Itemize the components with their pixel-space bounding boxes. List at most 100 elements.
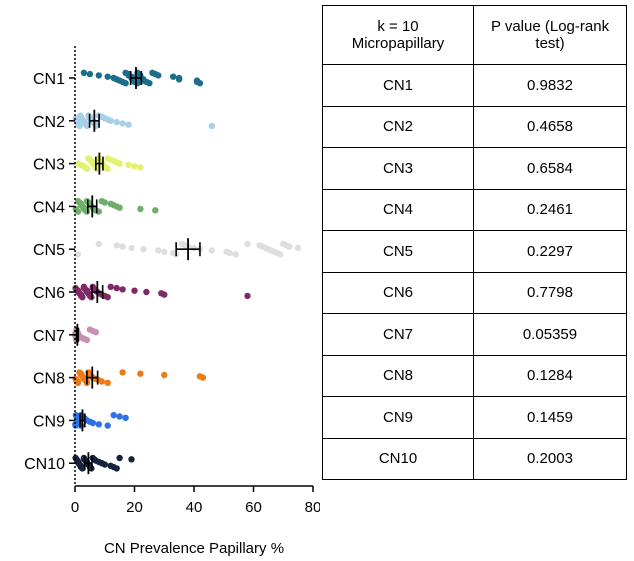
x-tick-label-0: 0 [71, 499, 79, 516]
data-point-cn9 [104, 422, 111, 429]
y-tick-label-cn10: CN10 [24, 456, 65, 473]
data-point-cn10 [79, 465, 86, 472]
data-point-cn5 [286, 243, 293, 250]
table-row: CN4 0.2461 [322, 188, 627, 231]
data-point-cn1 [175, 76, 183, 83]
data-point-cn2 [107, 117, 114, 125]
data-point-cn7 [92, 329, 100, 336]
data-point-cn5 [161, 248, 168, 255]
data-point-cn1 [122, 80, 129, 87]
data-point-cn10 [113, 465, 120, 472]
x-tick-label-20: 20 [126, 499, 143, 516]
cn-cell: CN7 [322, 313, 474, 356]
pvalue-cell: 0.05359 [473, 313, 627, 356]
cn-cell: CN2 [322, 105, 474, 148]
data-point-cn3 [83, 165, 91, 172]
y-tick-label-cn3: CN3 [33, 157, 65, 174]
data-point-cn1 [104, 73, 111, 80]
data-point-cn8 [98, 378, 106, 385]
data-point-cn4 [83, 208, 91, 215]
table-row: CN7 0.05359 [322, 313, 627, 356]
pvalue-cell: 0.1284 [473, 354, 627, 397]
data-point-cn4 [74, 208, 82, 215]
data-point-cn6 [143, 288, 150, 296]
data-point-cn5 [277, 251, 284, 258]
data-point-cn8 [104, 379, 111, 386]
data-point-cn8 [199, 374, 207, 381]
data-point-cn1 [86, 70, 94, 78]
y-tick-label-cn8: CN8 [33, 371, 65, 388]
data-point-cn9 [122, 414, 129, 421]
header-line: test) [535, 35, 565, 52]
header-pvalue: P value (Log-rank test) [473, 5, 627, 65]
table-row: CN10 0.2003 [322, 437, 627, 480]
data-point-cn9 [116, 413, 123, 420]
data-point-cn5 [113, 242, 120, 249]
data-point-cn7 [83, 336, 91, 344]
pvalue-cell: 0.2003 [473, 437, 627, 480]
data-point-cn1 [80, 69, 88, 77]
data-point-cn5 [244, 240, 251, 248]
data-point-cn5 [119, 243, 126, 250]
pvalue-cell: 0.9832 [473, 64, 627, 107]
table-row: CN1 0.9832 [322, 64, 627, 107]
y-tick-label-cn9: CN9 [33, 413, 65, 430]
data-point-cn5 [140, 246, 147, 253]
x-tick-label-80: 80 [305, 499, 320, 516]
table-row: CN3 0.6584 [322, 147, 627, 190]
data-point-cn1 [95, 72, 103, 79]
data-point-cn2 [76, 122, 83, 130]
cn-cell: CN5 [322, 230, 474, 273]
data-point-cn8 [137, 370, 144, 377]
data-point-cn6 [104, 294, 111, 301]
data-point-cn5 [155, 247, 162, 254]
data-point-cn5 [128, 244, 135, 252]
data-point-cn5 [74, 251, 82, 258]
table-row: CN6 0.7798 [322, 271, 627, 314]
data-point-cn8 [74, 379, 82, 386]
table-row: CN9 0.1459 [322, 396, 627, 439]
data-point-cn10 [128, 456, 135, 463]
data-point-cn1 [146, 80, 153, 87]
data-point-cn6 [244, 292, 251, 300]
table-row: CN8 0.1284 [322, 354, 627, 397]
data-point-cn6 [107, 283, 114, 290]
data-point-cn9 [89, 419, 97, 427]
cn-cell: CN9 [322, 396, 474, 439]
data-point-cn2 [208, 122, 215, 130]
data-point-cn8 [161, 371, 168, 379]
x-tick-label-40: 40 [186, 499, 203, 516]
data-point-cn6 [131, 287, 138, 294]
data-point-cn3 [131, 163, 138, 170]
data-point-cn1 [170, 73, 177, 80]
data-point-cn5 [208, 247, 215, 254]
data-point-cn10 [101, 461, 109, 468]
y-tick-label-cn6: CN6 [33, 285, 65, 302]
data-point-cn4 [137, 205, 144, 213]
cn-cell: CN3 [322, 147, 474, 190]
data-point-cn3 [125, 161, 132, 169]
data-point-cn5 [190, 244, 198, 252]
header-line: k = 10 [377, 18, 419, 35]
header-line: P value (Log-rank [490, 18, 610, 35]
y-tick-label-cn2: CN2 [33, 114, 65, 131]
cn-cell: CN10 [322, 437, 474, 480]
data-point-cn6 [161, 291, 168, 298]
data-point-cn2 [125, 121, 132, 128]
data-point-cn6 [119, 286, 126, 293]
data-point-cn2 [113, 118, 120, 126]
axes: CN1 CN2 CN3 CN4 CN5 CN6 CN7 CN8 CN9 CN10 0 20 40 60 80 [24, 46, 320, 516]
prevalence-chart: CN1 CN2 CN3 CN4 CN5 CN6 CN7 CN8 CN9 CN10 0 20 40 60 80… [24, 46, 320, 557]
data-point-cn2 [119, 120, 126, 127]
data-point-cn1 [155, 72, 162, 79]
data-point-cn6 [79, 294, 86, 301]
data-point-cn5 [294, 244, 302, 252]
x-tick-label-60: 60 [245, 499, 262, 516]
data-point-cn3 [137, 164, 144, 171]
data-point-cn4 [116, 204, 123, 211]
cn-cell: CN4 [322, 188, 474, 231]
cn-cell: CN6 [322, 271, 474, 314]
pvalue-cell: 0.1459 [473, 396, 627, 439]
data-point-cn1 [196, 80, 204, 87]
pvalue-cell: 0.7798 [473, 271, 627, 314]
